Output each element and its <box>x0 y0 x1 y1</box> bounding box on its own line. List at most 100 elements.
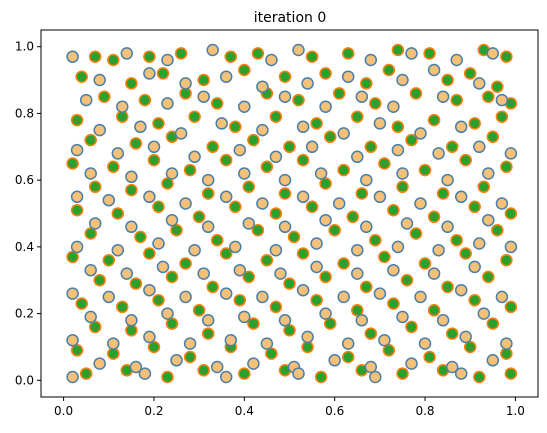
scatter-point <box>79 367 93 380</box>
scatter-point <box>364 327 378 340</box>
scatter-point <box>107 337 120 350</box>
scatter-point <box>341 337 355 350</box>
scatter-point <box>179 197 192 210</box>
points-layer <box>66 43 518 384</box>
scatter-point <box>138 93 152 107</box>
scatter-point <box>500 253 513 267</box>
scatter-point <box>364 360 378 374</box>
scatter-point <box>310 117 323 130</box>
scatter-point <box>197 73 210 87</box>
scatter-point <box>296 247 310 260</box>
scatter-point <box>84 133 97 147</box>
scatter-point <box>251 223 265 237</box>
y-axis: 0.0 0.2 0.4 0.6 0.8 1.0 <box>15 40 41 387</box>
scatter-point <box>201 314 215 327</box>
scatter-point <box>378 250 391 264</box>
scatter-point <box>482 167 495 180</box>
scatter-point <box>93 73 106 87</box>
scatter-point <box>93 357 106 370</box>
scatter-point <box>459 153 472 167</box>
scatter-point <box>70 143 84 157</box>
scatter-point <box>355 187 369 200</box>
scatter-point <box>459 247 472 260</box>
scatter-point <box>454 120 468 134</box>
scatter-point <box>161 307 174 320</box>
scatter-point <box>409 227 423 240</box>
scatter-point <box>332 197 346 210</box>
scatter-point <box>188 110 201 123</box>
scatter-point <box>260 337 274 350</box>
scatter-point <box>396 367 409 380</box>
scatter-point <box>495 110 509 123</box>
x-tick-label: 0.2 <box>144 404 163 418</box>
scatter-point <box>134 230 147 244</box>
scatter-point <box>337 290 350 304</box>
scatter-point <box>256 80 269 93</box>
scatter-point <box>102 193 116 207</box>
scatter-point <box>179 290 192 304</box>
scatter-point <box>247 317 260 330</box>
scatter-point <box>242 270 256 284</box>
scatter-point <box>314 167 328 180</box>
scatter-point <box>414 197 427 210</box>
scatter-point <box>201 220 215 234</box>
scatter-point <box>147 340 161 354</box>
scatter-point <box>301 77 314 90</box>
scatter-point <box>283 277 296 290</box>
scatter-point <box>147 140 161 154</box>
scatter-point <box>427 210 441 224</box>
scatter-point <box>414 290 427 304</box>
scatter-point <box>482 90 495 103</box>
scatter-point <box>337 127 350 140</box>
scatter-point <box>427 63 441 77</box>
scatter-point <box>260 253 274 267</box>
scatter-point <box>332 87 346 100</box>
scatter-point <box>206 140 219 154</box>
scatter-point <box>441 280 454 294</box>
scatter-point <box>346 210 360 224</box>
scatter-point <box>378 157 391 170</box>
scatter-point <box>161 177 174 190</box>
scatter-point <box>215 117 228 130</box>
scatter-point <box>143 50 156 63</box>
scatter-point <box>125 170 138 184</box>
scatter-point <box>400 217 414 230</box>
scatter-point <box>418 163 432 177</box>
scatter-point <box>351 304 364 317</box>
scatter-point <box>265 53 278 67</box>
scatter-point <box>382 63 396 77</box>
scatter-point <box>129 360 143 374</box>
scatter-point <box>482 213 495 227</box>
scatter-point <box>233 293 247 307</box>
y-tick-label: 0.6 <box>15 173 34 187</box>
scatter-point <box>238 63 251 77</box>
scatter-point <box>341 350 355 364</box>
scatter-point <box>445 327 459 340</box>
scatter-point <box>473 140 486 154</box>
scatter-point <box>156 260 170 274</box>
scatter-point <box>319 213 332 227</box>
scatter-point <box>70 113 84 127</box>
scatter-point <box>423 350 436 364</box>
scatter-point <box>111 207 125 220</box>
scatter-point <box>70 203 84 217</box>
scatter-point <box>256 197 269 210</box>
scatter-point <box>305 200 319 214</box>
scatter-point <box>355 90 369 103</box>
scatter-point <box>436 90 450 103</box>
scatter-point <box>486 130 500 144</box>
scatter-point <box>247 357 260 370</box>
scatter-point <box>292 367 305 380</box>
scatter-point <box>143 330 156 344</box>
scatter-point <box>66 50 79 63</box>
scatter-point <box>219 190 233 204</box>
scatter-point <box>197 364 210 377</box>
scatter-point <box>152 117 165 130</box>
scatter-point <box>269 110 283 123</box>
scatter-point <box>463 340 477 354</box>
scatter-point <box>278 70 292 83</box>
x-tick-label: 0.4 <box>235 404 254 418</box>
scatter-point <box>278 314 292 327</box>
scatter-point <box>174 47 188 60</box>
scatter-point <box>391 143 405 157</box>
